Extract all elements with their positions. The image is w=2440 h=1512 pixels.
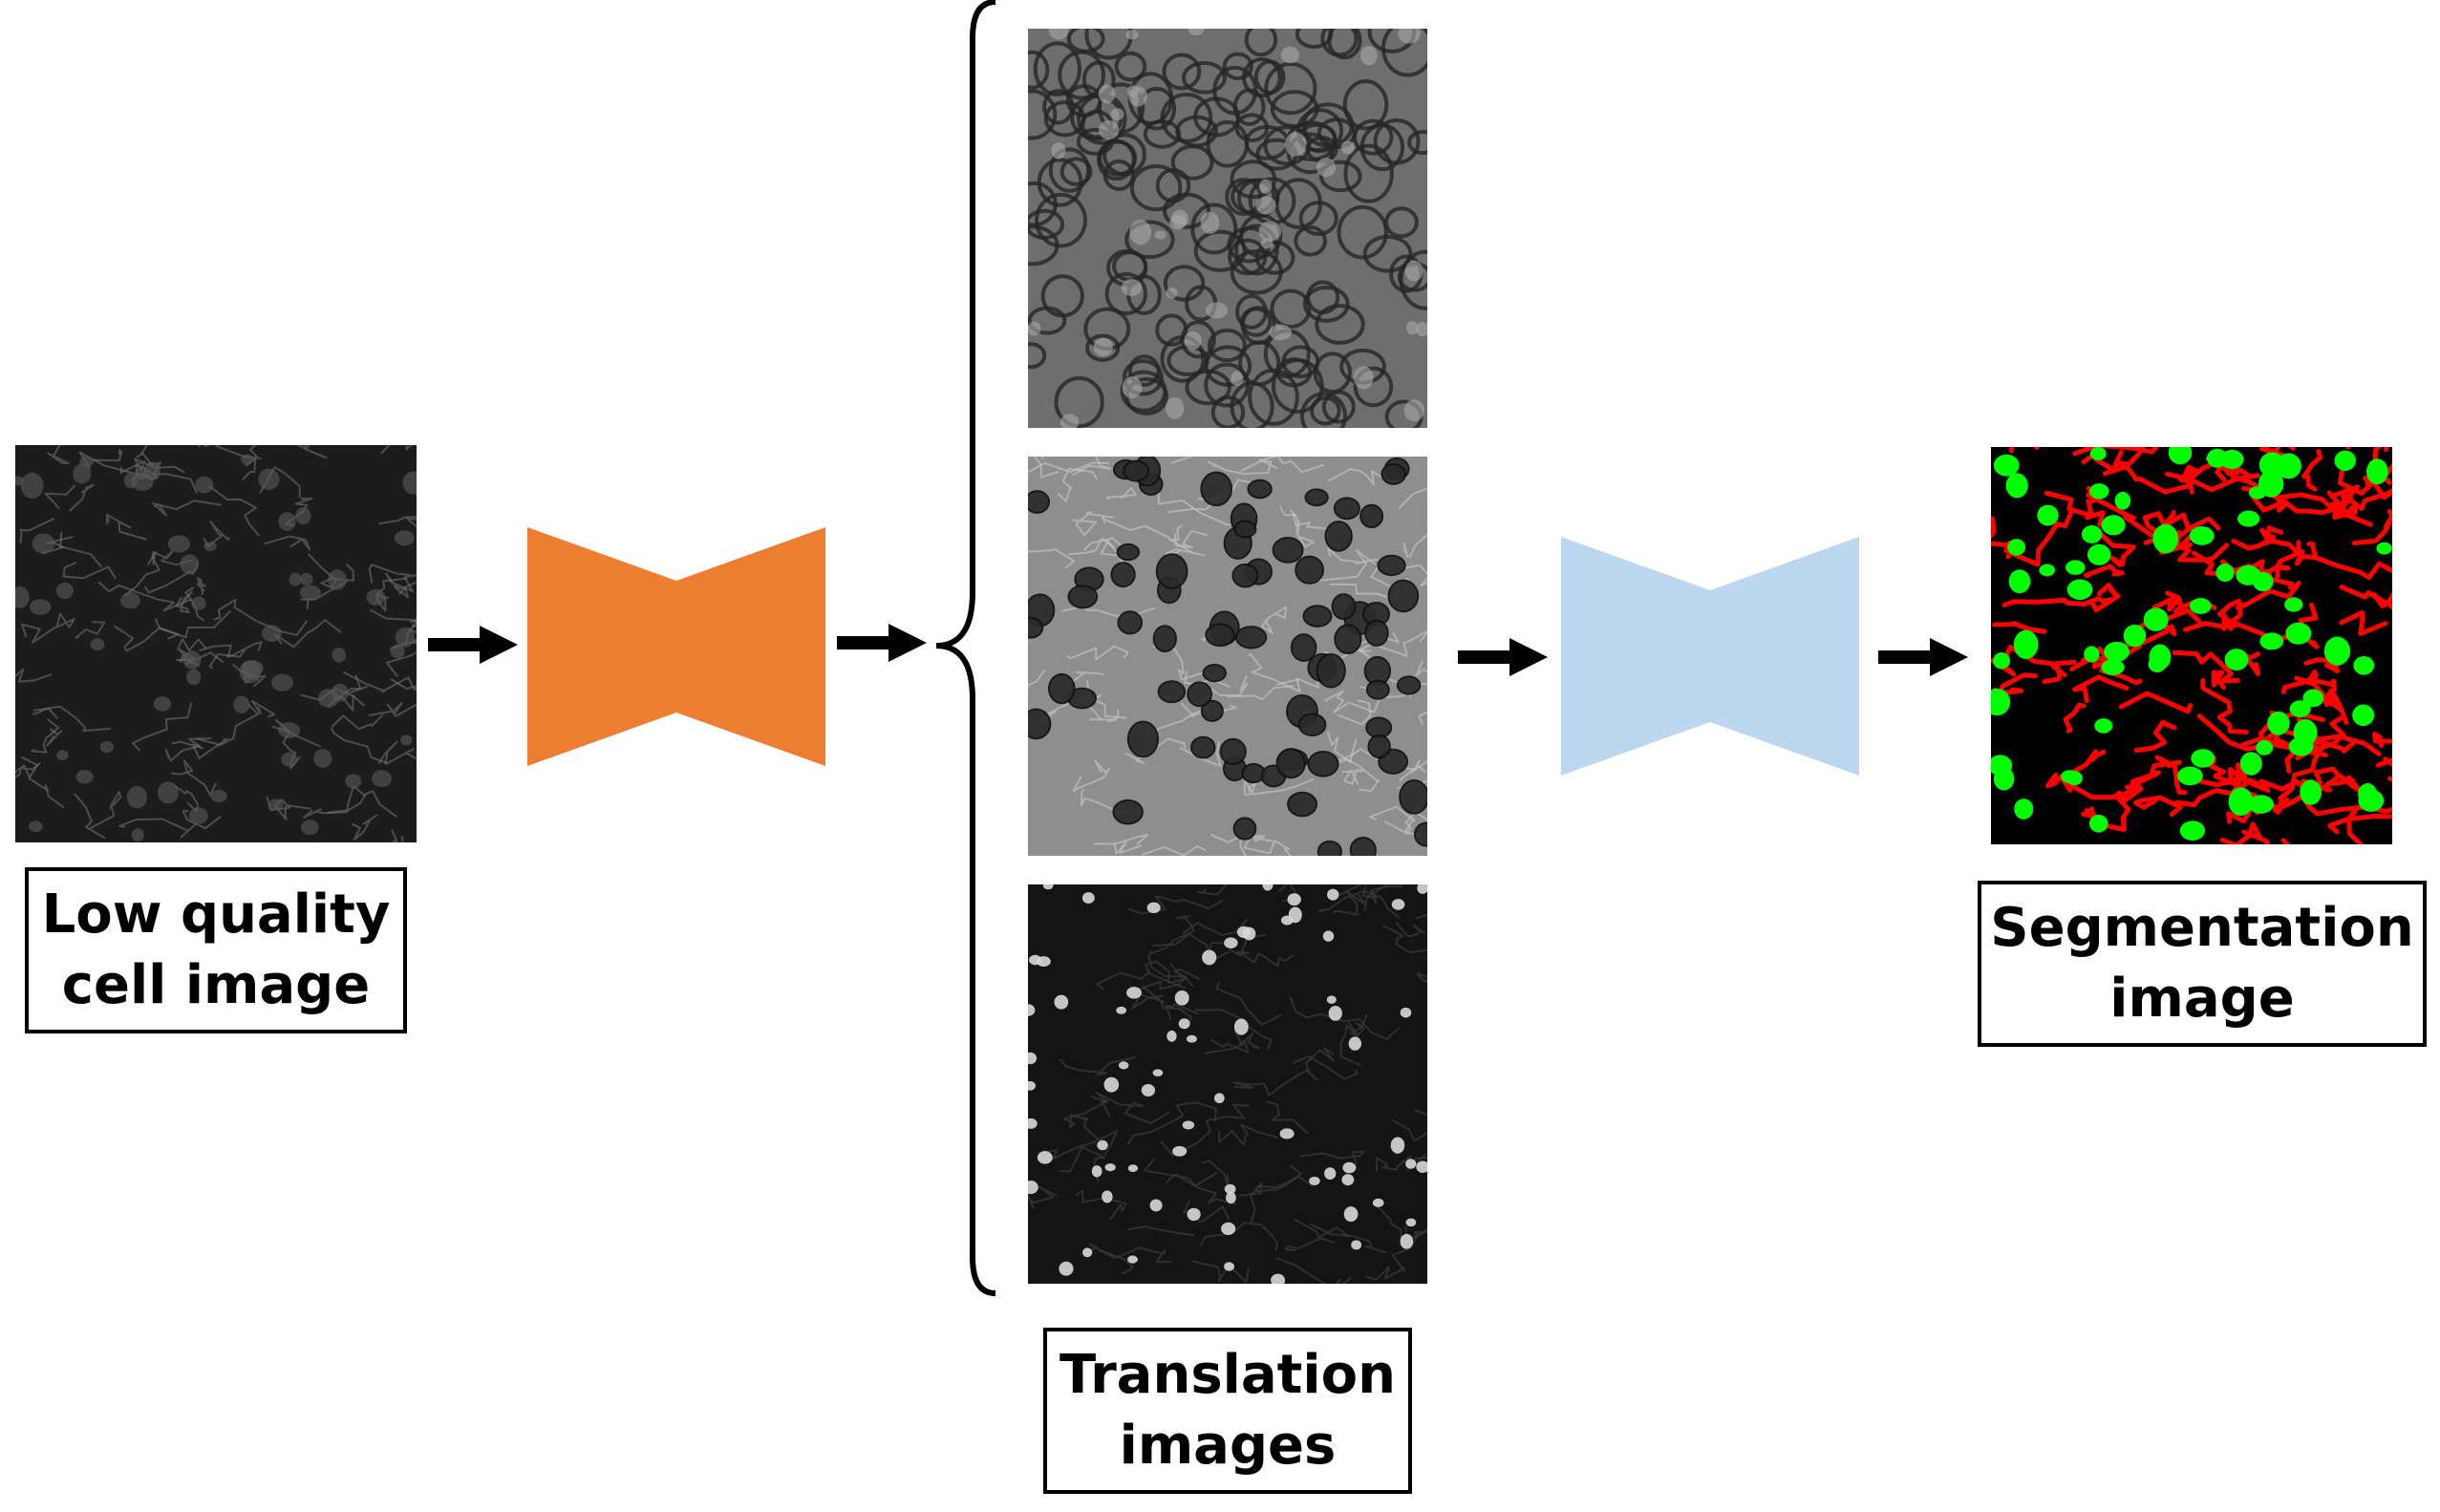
right-arrow-icon (428, 626, 518, 664)
segmentation-image-label: Segmentation image (1978, 881, 2427, 1047)
segmentation-label-line1: Segmentation (1990, 897, 2414, 959)
segmentation-network-icon (1561, 537, 1859, 776)
translation-image-membrane (1028, 29, 1427, 428)
input-label-line2: cell image (61, 954, 371, 1016)
translation-images-label: Translation images (1043, 1328, 1412, 1494)
right-arrow-icon (837, 624, 927, 662)
curly-brace-icon (935, 0, 996, 1296)
input-label-line1: Low quality (41, 884, 391, 946)
translation-network-icon (527, 527, 825, 766)
translation-label-line1: Translation (1059, 1344, 1396, 1406)
right-arrow-icon (1878, 638, 1968, 676)
segmentation-label-line2: image (2109, 968, 2295, 1030)
low-quality-cell-image (15, 445, 417, 842)
translation-image-nuclei-dark (1028, 457, 1427, 856)
translation-label-line2: images (1119, 1415, 1337, 1477)
right-arrow-icon (1458, 638, 1548, 676)
segmentation-image (1991, 447, 2392, 844)
translation-image-nuclei-bright (1028, 884, 1427, 1284)
input-image-label: Low quality cell image (25, 867, 407, 1033)
